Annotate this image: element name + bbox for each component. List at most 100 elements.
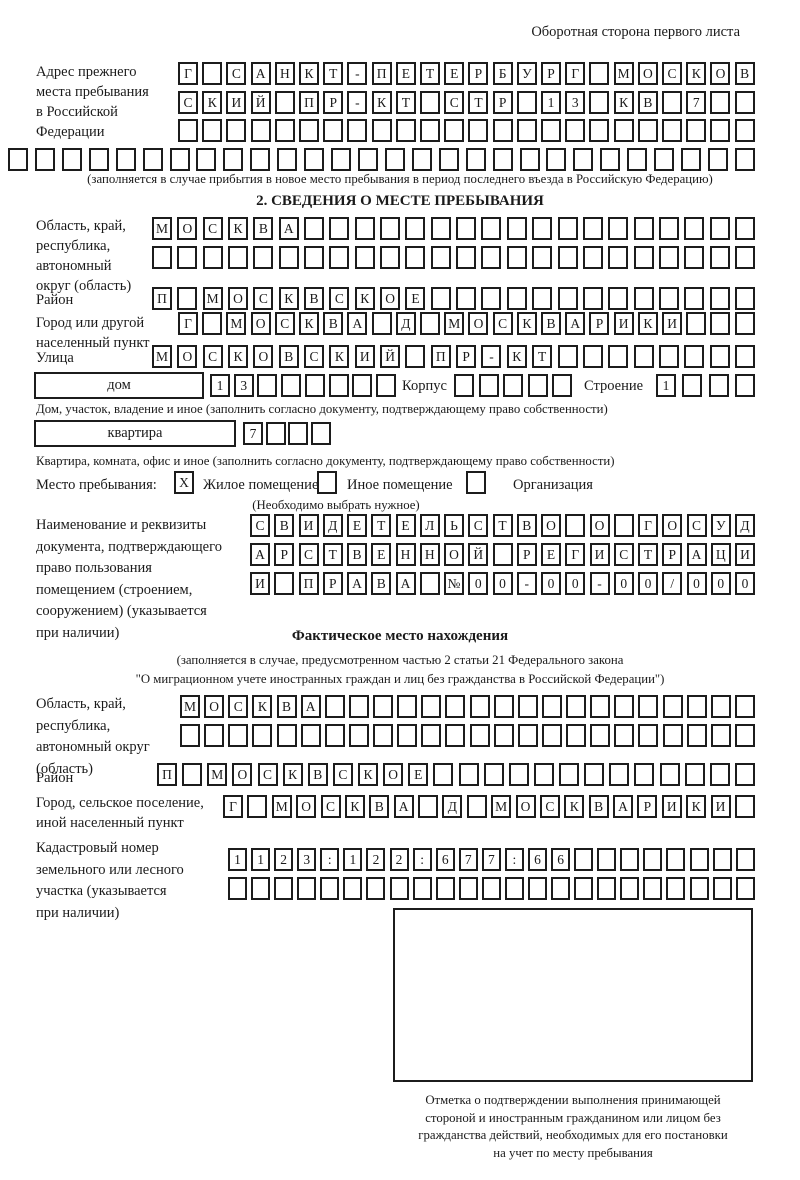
char-cell (734, 795, 755, 818)
char-cell: Т (532, 345, 553, 368)
char-cell (304, 246, 325, 269)
char-cell (250, 148, 271, 171)
char-cell: С (257, 763, 278, 786)
residence-type-checkbox-other (317, 471, 337, 494)
char-cell: Е (408, 763, 429, 786)
char-cell (465, 148, 486, 171)
char-cell (454, 374, 474, 397)
char-cell: 3 (297, 848, 317, 871)
char-cell: В (369, 795, 390, 818)
char-cell (565, 119, 586, 142)
char-cell: И (226, 91, 247, 114)
char-cell (380, 217, 401, 240)
char-cell (589, 91, 610, 114)
char-cell: 2 (366, 848, 386, 871)
char-cell: - (347, 62, 368, 85)
char-cell (348, 695, 369, 718)
char-cell (405, 345, 426, 368)
char-cell (228, 724, 249, 747)
char-cell: С (202, 345, 223, 368)
dwelling-label: Жилое помещение (203, 477, 319, 493)
char-cell: М (491, 795, 512, 818)
cadastral-row-2 (228, 877, 755, 900)
char-cell (304, 148, 325, 171)
char-cell: П (430, 345, 451, 368)
char-cell (324, 724, 345, 747)
char-cell (527, 374, 548, 397)
char-cell (735, 848, 755, 871)
char-cell: 1 (343, 848, 363, 871)
char-cell: С (178, 91, 198, 114)
char-cell: М (202, 287, 223, 310)
char-cell (380, 246, 401, 269)
char-cell: Д (735, 514, 755, 537)
apartment-cells: 7 (243, 422, 331, 445)
char-cell: К (506, 345, 527, 368)
char-cell: И (661, 795, 682, 818)
char-cell: К (344, 795, 365, 818)
char-cell (456, 217, 477, 240)
char-cell (397, 695, 418, 718)
char-cell (304, 374, 325, 397)
char-cell: С (539, 795, 560, 818)
char-cell (389, 877, 409, 900)
char-cell (638, 695, 659, 718)
char-cell (228, 246, 249, 269)
char-cell: К (686, 62, 707, 85)
char-cell: О (541, 514, 561, 537)
char-cell (582, 246, 603, 269)
char-cell (310, 422, 331, 445)
char-cell (709, 217, 730, 240)
char-cell (177, 246, 198, 269)
char-cell (492, 148, 513, 171)
char-cell: К (299, 62, 320, 85)
char-cell: Р (323, 91, 344, 114)
char-cell: Т (420, 62, 441, 85)
char-cell (608, 287, 629, 310)
char-cell: № (444, 572, 464, 595)
char-cell (709, 287, 730, 310)
char-cell: 3 (565, 91, 586, 114)
document-row-3: И П Р А В А № 0 0-0 0-0 0/0 0 0 (250, 572, 755, 595)
char-cell (274, 877, 294, 900)
region-row-2 (152, 246, 755, 269)
char-cell: С (444, 91, 465, 114)
char-cell (329, 246, 350, 269)
char-cell (734, 724, 755, 747)
char-cell: Е (405, 287, 426, 310)
char-cell (503, 374, 523, 397)
korpus-cells (454, 374, 572, 397)
char-cell: Е (444, 62, 465, 85)
char-cell: - (481, 345, 502, 368)
char-cell (412, 877, 432, 900)
char-cell (8, 148, 28, 171)
char-cell (574, 877, 594, 900)
char-cell (354, 217, 375, 240)
char-cell: А (395, 572, 416, 595)
char-cell (662, 695, 683, 718)
char-cell (444, 119, 465, 142)
char-cell (253, 246, 274, 269)
char-cell (469, 724, 490, 747)
char-cell (288, 422, 309, 445)
char-cell (627, 148, 648, 171)
char-cell (637, 119, 658, 142)
char-cell: С (686, 514, 707, 537)
char-cell (366, 877, 386, 900)
char-cell (658, 217, 679, 240)
char-cell: 7 (243, 422, 263, 445)
char-cell (573, 148, 594, 171)
char-cell: С (304, 345, 325, 368)
char-cell: М (152, 217, 172, 240)
char-cell: В (541, 312, 562, 335)
char-cell (532, 217, 553, 240)
char-cell: И (710, 795, 731, 818)
char-cell (421, 724, 442, 747)
char-cell: С (320, 795, 341, 818)
char-cell: 2 (389, 848, 409, 871)
char-cell (659, 763, 680, 786)
char-cell (517, 695, 538, 718)
